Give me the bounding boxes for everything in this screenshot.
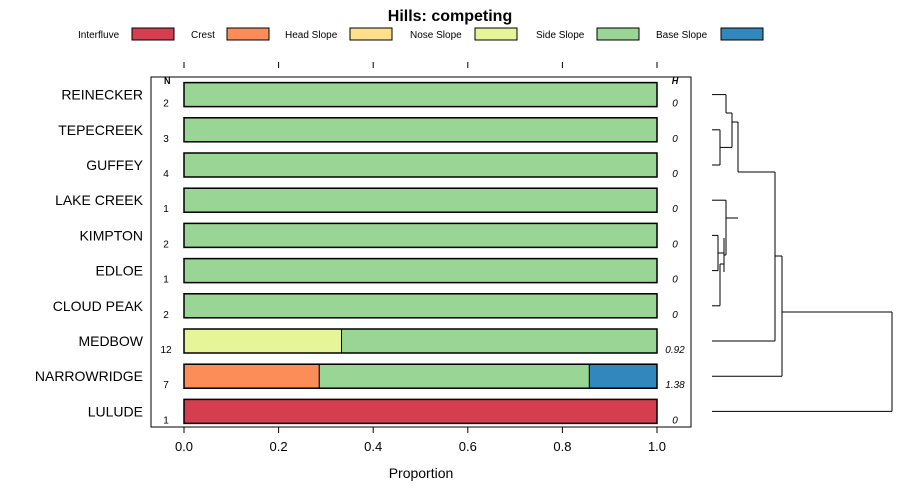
x-tick-label-1: 0.2 [270, 439, 288, 454]
bar-segment-tepecreek-side-slope [183, 117, 658, 143]
h-value-3: 0 [672, 204, 678, 215]
bar-outline-7 [183, 328, 658, 354]
n-value-8: 7 [163, 380, 169, 391]
y-label-1: TEPECREEK [58, 122, 143, 138]
bar-segment-narrowridge-side-slope [318, 363, 590, 389]
x-tick-label-4: 0.8 [553, 439, 571, 454]
bar-segment-edloe-side-slope [183, 258, 658, 284]
bar-outline-1 [183, 117, 658, 143]
y-label-9: LULUDE [88, 403, 143, 419]
plot-frame [150, 76, 692, 428]
x-axis-title: Proportion [389, 465, 454, 481]
h-column-header: H [672, 76, 679, 86]
x-tick-label-3: 0.6 [459, 439, 477, 454]
y-label-6: CLOUD PEAK [53, 298, 144, 314]
y-axis-labels: REINECKER TEPECREEK GUFFEY LAKE CREEK KIMPTO… [35, 87, 144, 420]
n-value-6: 2 [163, 310, 169, 321]
n-value-0: 2 [163, 99, 169, 110]
legend-label-3: Nose Slope [410, 30, 462, 41]
n-value-5: 1 [163, 275, 169, 286]
bar-segment-lulude-interfluve [183, 398, 658, 424]
bar-segment-narrowridge-base-slope [588, 363, 658, 389]
h-values: 0 0 0 0 0 0 0 0.92 1.38 0 [665, 99, 685, 427]
h-value-7: 0.92 [665, 345, 685, 356]
n-value-1: 3 [163, 134, 169, 145]
legend-swatch-4 [596, 27, 640, 41]
bars-group [183, 81, 658, 425]
top-axis-ticks [183, 62, 658, 68]
bar-outline-8 [183, 363, 658, 389]
bar-outline-5 [183, 257, 658, 284]
n-value-7: 12 [160, 345, 172, 356]
h-value-5: 0 [672, 275, 678, 286]
bar-segment-cloud-peak-side-slope [183, 293, 658, 319]
legend-swatch-0 [131, 27, 175, 41]
n-value-4: 2 [163, 239, 169, 250]
y-label-0: REINECKER [61, 87, 143, 103]
legend-swatch-5 [720, 27, 764, 41]
n-value-9: 1 [163, 415, 169, 426]
h-value-2: 0 [672, 169, 678, 180]
n-value-3: 1 [163, 204, 169, 215]
bar-segment-medbow-nose-slope [183, 328, 343, 354]
n-column-header: N [164, 76, 171, 86]
h-value-9: 0 [672, 415, 678, 426]
dendrogram [712, 94, 893, 412]
legend-swatch-2 [349, 27, 393, 41]
bar-segment-narrowridge-crest [183, 363, 320, 389]
bar-outline-0 [183, 81, 658, 108]
h-value-1: 0 [672, 134, 678, 145]
y-label-2: GUFFEY [86, 157, 143, 173]
bar-outline-6 [183, 293, 658, 319]
legend-label-0: Interfluve [78, 30, 120, 41]
x-tick-label-0: 0.0 [175, 439, 193, 454]
h-value-0: 0 [672, 99, 678, 110]
bar-segment-lake-creek-side-slope [183, 187, 658, 213]
x-tick-label-5: 1.0 [648, 439, 666, 454]
bar-segment-medbow-side-slope [341, 328, 658, 354]
legend-swatch-1 [226, 27, 270, 41]
bar-segment-guffey-side-slope [183, 152, 658, 178]
x-axis: 0.0 0.2 0.4 0.6 0.8 1.0 [175, 427, 666, 454]
y-label-7: MEDBOW [78, 333, 143, 349]
chart-title: Hills: competing [388, 8, 512, 25]
legend: Interfluve Crest Head Slope Nose Slope Side … [78, 27, 764, 41]
bar-segment-reinecker-side-slope [183, 82, 658, 108]
x-tick-label-2: 0.4 [364, 439, 382, 454]
h-value-4: 0 [672, 239, 678, 250]
bar-segment-kimpton-side-slope [183, 222, 658, 248]
bar-outline-3 [183, 187, 658, 213]
legend-swatch-3 [474, 27, 518, 41]
y-label-8: NARROWRIDGE [35, 368, 143, 384]
bar-outline-9 [183, 398, 658, 425]
legend-label-2: Head Slope [285, 30, 338, 41]
legend-label-1: Crest [191, 30, 215, 41]
legend-label-5: Base Slope [656, 30, 708, 41]
h-value-8: 1.38 [665, 380, 685, 391]
y-label-4: KIMPTON [79, 227, 143, 243]
y-label-3: LAKE CREEK [55, 192, 144, 208]
n-value-2: 4 [163, 169, 169, 180]
h-value-6: 0 [672, 310, 678, 321]
bar-outline-2 [183, 152, 658, 178]
legend-label-4: Side Slope [536, 30, 585, 41]
y-label-5: EDLOE [96, 263, 143, 279]
bar-outline-4 [183, 222, 658, 249]
